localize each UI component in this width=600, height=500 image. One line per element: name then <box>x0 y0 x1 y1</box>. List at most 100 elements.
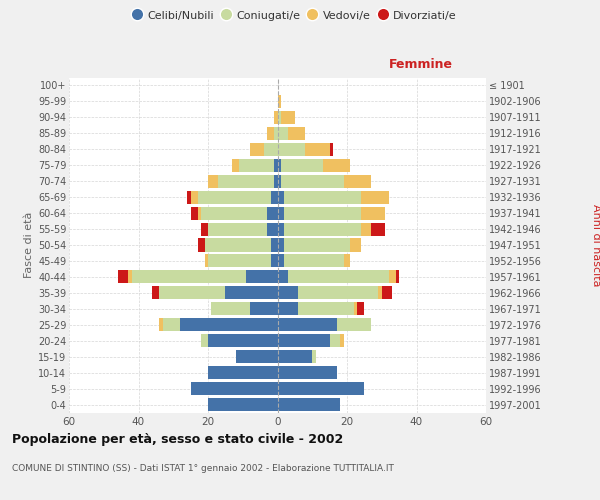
Bar <box>197 238 205 252</box>
Bar <box>361 190 389 203</box>
Bar <box>163 318 180 332</box>
Bar <box>298 286 378 300</box>
Bar <box>263 142 277 156</box>
Bar <box>281 111 295 124</box>
Bar <box>160 286 226 300</box>
Bar <box>180 318 277 332</box>
Bar <box>371 222 385 235</box>
Bar <box>329 334 340 347</box>
Bar <box>340 334 344 347</box>
Bar <box>337 318 371 332</box>
Bar <box>232 158 239 172</box>
Bar <box>274 111 277 124</box>
Bar <box>350 238 361 252</box>
Bar <box>208 222 267 235</box>
Bar <box>271 238 277 252</box>
Bar <box>250 142 263 156</box>
Bar <box>288 127 305 140</box>
Bar <box>239 158 274 172</box>
Text: Popolazione per età, sesso e stato civile - 2002: Popolazione per età, sesso e stato civil… <box>12 432 343 446</box>
Bar <box>323 158 350 172</box>
Bar <box>277 382 364 395</box>
Bar <box>277 206 284 220</box>
Bar <box>361 206 385 220</box>
Bar <box>250 302 277 316</box>
Bar <box>277 142 305 156</box>
Text: Femmine: Femmine <box>389 58 454 71</box>
Bar <box>267 206 277 220</box>
Bar <box>305 142 329 156</box>
Bar <box>288 270 389 283</box>
Bar <box>284 206 361 220</box>
Bar <box>131 270 246 283</box>
Bar <box>358 302 364 316</box>
Bar <box>277 254 284 268</box>
Bar <box>284 190 361 203</box>
Bar <box>191 190 197 203</box>
Bar <box>274 158 277 172</box>
Bar <box>187 190 191 203</box>
Bar <box>128 270 131 283</box>
Bar <box>271 190 277 203</box>
Bar <box>277 238 284 252</box>
Bar <box>344 174 371 188</box>
Bar <box>205 238 271 252</box>
Bar <box>277 286 298 300</box>
Y-axis label: Fasce di età: Fasce di età <box>23 212 34 278</box>
Bar <box>208 334 277 347</box>
Bar <box>284 254 344 268</box>
Bar <box>208 254 271 268</box>
Bar <box>277 318 337 332</box>
Legend: Celibi/Nubili, Coniugati/e, Vedovi/e, Divorziati/e: Celibi/Nubili, Coniugati/e, Vedovi/e, Di… <box>127 6 461 25</box>
Bar <box>246 270 277 283</box>
Bar <box>277 190 284 203</box>
Bar <box>277 270 288 283</box>
Bar <box>277 366 337 379</box>
Bar <box>389 270 395 283</box>
Bar <box>395 270 399 283</box>
Bar <box>382 286 392 300</box>
Bar <box>236 350 277 363</box>
Bar <box>378 286 382 300</box>
Bar <box>277 398 340 411</box>
Bar <box>205 254 208 268</box>
Bar <box>274 127 277 140</box>
Bar <box>191 382 277 395</box>
Bar <box>312 350 316 363</box>
Bar <box>274 174 277 188</box>
Bar <box>361 222 371 235</box>
Bar <box>277 158 281 172</box>
Bar <box>208 366 277 379</box>
Bar <box>284 222 361 235</box>
Bar <box>201 334 208 347</box>
Bar <box>277 222 284 235</box>
Bar <box>281 158 323 172</box>
Bar <box>277 95 281 108</box>
Bar <box>344 254 350 268</box>
Bar <box>208 174 218 188</box>
Bar <box>226 286 277 300</box>
Bar <box>118 270 128 283</box>
Bar <box>329 142 333 156</box>
Text: Anni di nascita: Anni di nascita <box>591 204 600 286</box>
Bar <box>267 127 274 140</box>
Bar <box>284 238 350 252</box>
Bar <box>208 398 277 411</box>
Bar <box>298 302 354 316</box>
Bar <box>277 127 288 140</box>
Bar <box>271 254 277 268</box>
Bar <box>218 174 274 188</box>
Bar <box>211 302 250 316</box>
Bar <box>160 318 163 332</box>
Text: COMUNE DI STINTINO (SS) - Dati ISTAT 1° gennaio 2002 - Elaborazione TUTTITALIA.I: COMUNE DI STINTINO (SS) - Dati ISTAT 1° … <box>12 464 394 473</box>
Bar <box>197 206 201 220</box>
Bar <box>201 222 208 235</box>
Bar <box>197 190 271 203</box>
Bar <box>354 302 358 316</box>
Bar <box>277 302 298 316</box>
Bar <box>152 286 160 300</box>
Bar <box>277 350 312 363</box>
Bar <box>267 222 277 235</box>
Bar <box>277 334 329 347</box>
Bar <box>191 206 197 220</box>
